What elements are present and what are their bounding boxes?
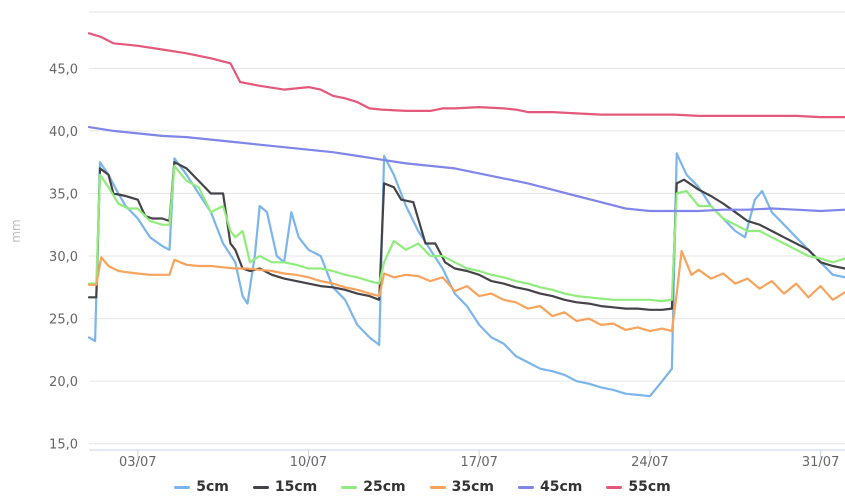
y-tick-label: 35,0 <box>49 187 78 202</box>
legend-swatch <box>518 485 534 489</box>
legend-swatch <box>341 485 358 489</box>
line-chart: 15,0 20,0 25,0 30,0 35,0 40,0 45,0 03/07 10/07 1… <box>9 11 845 470</box>
legend-item-15cm[interactable]: 15cm <box>252 479 318 495</box>
y-axis-title: mm <box>9 219 23 242</box>
series-line-45cm <box>87 125 845 213</box>
legend-item-25cm[interactable]: 25cm <box>341 479 406 495</box>
y-tick-label: 25,0 <box>49 313 78 328</box>
x-axis-tick-labels: 03/07 10/07 17/07 24/07 31/07 <box>119 455 839 470</box>
series-line-35cm <box>87 249 845 333</box>
series-line-5cm <box>87 152 845 398</box>
x-tick-label: 03/07 <box>119 455 156 470</box>
y-tick-label: 45,0 <box>49 62 78 77</box>
y-tick-label: 30,0 <box>49 250 78 265</box>
legend-label: 55cm <box>628 479 671 495</box>
series-line-15cm <box>87 161 845 311</box>
legend-label: 5cm <box>196 479 229 495</box>
series-lines <box>87 32 845 398</box>
y-tick-label: 40,0 <box>49 125 78 140</box>
legend-item-45cm[interactable]: 45cm <box>518 479 582 495</box>
legend: 5cm 15cm 25cm 35cm 45cm 55cm <box>0 476 845 495</box>
legend-label: 45cm <box>540 479 583 495</box>
legend-label: 35cm <box>451 479 494 495</box>
legend-swatch <box>606 485 623 489</box>
x-tick-label: 24/07 <box>631 455 668 470</box>
y-axis-tick-labels: 15,0 20,0 25,0 30,0 35,0 40,0 45,0 <box>49 62 78 452</box>
legend-swatch <box>429 485 446 489</box>
x-tick-label: 10/07 <box>290 455 327 470</box>
legend-label: 15cm <box>274 479 318 495</box>
y-tick-label: 15,0 <box>49 438 78 453</box>
y-tick-label: 20,0 <box>49 375 78 390</box>
x-axis-ticks <box>137 450 822 458</box>
legend-swatch <box>252 485 269 489</box>
x-tick-label: 31/07 <box>802 455 839 470</box>
legend-item-55cm[interactable]: 55cm <box>606 479 671 495</box>
legend-item-5cm[interactable]: 5cm <box>174 479 229 495</box>
x-tick-label: 17/07 <box>460 455 497 470</box>
series-line-55cm <box>87 32 845 119</box>
legend-item-35cm[interactable]: 35cm <box>429 479 494 495</box>
series-line-25cm <box>87 164 845 303</box>
legend-label: 25cm <box>363 479 406 495</box>
legend-swatch <box>174 485 191 489</box>
